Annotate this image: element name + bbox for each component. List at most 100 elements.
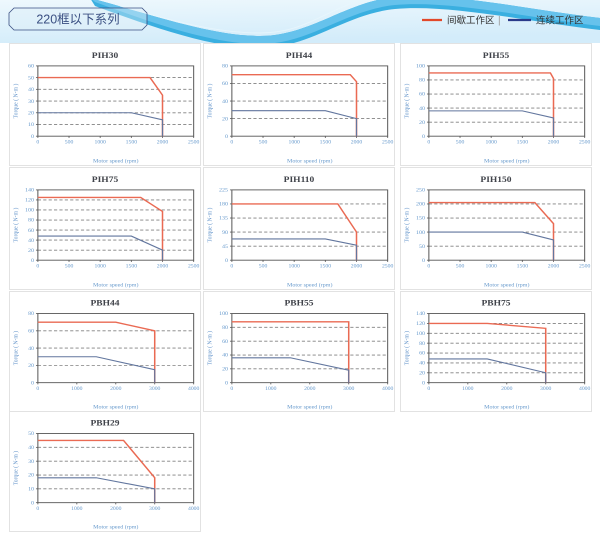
svg-text:|: | — [498, 16, 501, 27]
svg-text:PIH55: PIH55 — [483, 50, 510, 60]
svg-text:20: 20 — [419, 120, 425, 126]
svg-text:500: 500 — [65, 264, 74, 270]
svg-text:1500: 1500 — [126, 264, 138, 270]
svg-text:60: 60 — [419, 92, 425, 98]
svg-text:Motor speed (rpm): Motor speed (rpm) — [93, 158, 139, 165]
svg-text:80: 80 — [222, 64, 228, 70]
svg-text:120: 120 — [25, 198, 34, 204]
svg-text:Torque ( N-m ): Torque ( N-m ) — [206, 84, 213, 119]
svg-text:0: 0 — [230, 386, 233, 392]
svg-text:2000: 2000 — [548, 140, 560, 146]
svg-text:80: 80 — [419, 78, 425, 84]
svg-text:0: 0 — [427, 264, 430, 270]
svg-text:PBH29: PBH29 — [91, 418, 121, 427]
svg-text:1000: 1000 — [288, 264, 300, 270]
svg-text:3000: 3000 — [540, 386, 552, 392]
svg-text:2500: 2500 — [382, 264, 394, 270]
svg-text:Torque ( N-m ): Torque ( N-m ) — [12, 451, 19, 485]
svg-text:0: 0 — [422, 134, 425, 140]
svg-text:100: 100 — [416, 64, 425, 70]
svg-text:2000: 2000 — [110, 506, 122, 512]
svg-text:500: 500 — [259, 264, 268, 270]
svg-text:Motor speed (rpm): Motor speed (rpm) — [287, 158, 333, 165]
svg-text:2000: 2000 — [157, 264, 169, 270]
svg-text:220框以下系列: 220框以下系列 — [36, 13, 119, 27]
svg-text:150: 150 — [416, 216, 425, 222]
svg-text:PIH30: PIH30 — [92, 50, 119, 60]
svg-text:0: 0 — [31, 258, 34, 264]
svg-text:60: 60 — [222, 81, 228, 87]
svg-text:Torque ( N-m ): Torque ( N-m ) — [206, 208, 213, 243]
svg-text:40: 40 — [28, 238, 34, 244]
svg-text:20: 20 — [222, 117, 228, 123]
svg-text:PIH110: PIH110 — [284, 174, 315, 184]
svg-text:0: 0 — [31, 501, 34, 507]
svg-text:Motor speed (rpm): Motor speed (rpm) — [93, 404, 138, 411]
svg-text:60: 60 — [222, 339, 228, 345]
svg-text:Torque ( N-m ): Torque ( N-m ) — [12, 208, 19, 243]
svg-text:2000: 2000 — [351, 264, 363, 270]
svg-text:2000: 2000 — [157, 140, 169, 146]
svg-text:PIH75: PIH75 — [92, 174, 119, 184]
svg-text:PBH44: PBH44 — [91, 298, 121, 307]
svg-text:50: 50 — [28, 76, 34, 82]
svg-text:Motor speed (rpm): Motor speed (rpm) — [93, 282, 139, 289]
svg-text:1500: 1500 — [126, 140, 138, 146]
svg-text:Torque ( N-m ): Torque ( N-m ) — [12, 331, 19, 365]
svg-text:0: 0 — [36, 386, 39, 392]
svg-text:2000: 2000 — [351, 140, 363, 146]
svg-text:1500: 1500 — [517, 140, 529, 146]
svg-text:40: 40 — [222, 353, 228, 359]
svg-text:1500: 1500 — [320, 264, 332, 270]
svg-text:0: 0 — [225, 134, 228, 140]
svg-text:1000: 1000 — [265, 386, 277, 392]
svg-text:120: 120 — [416, 321, 425, 327]
svg-text:Motor speed (rpm): Motor speed (rpm) — [484, 282, 530, 289]
svg-text:50: 50 — [419, 244, 425, 250]
svg-text:40: 40 — [222, 99, 228, 105]
svg-text:20: 20 — [28, 248, 34, 254]
svg-text:Motor speed (rpm): Motor speed (rpm) — [287, 282, 333, 289]
svg-text:2000: 2000 — [548, 264, 560, 270]
svg-text:1000: 1000 — [288, 140, 300, 146]
svg-text:80: 80 — [28, 311, 34, 317]
svg-text:500: 500 — [456, 140, 465, 146]
svg-text:2500: 2500 — [382, 140, 394, 146]
svg-text:3000: 3000 — [149, 386, 161, 392]
svg-text:60: 60 — [419, 351, 425, 357]
svg-text:1500: 1500 — [517, 264, 529, 270]
svg-text:60: 60 — [28, 64, 34, 70]
svg-text:4000: 4000 — [188, 386, 200, 392]
svg-text:2000: 2000 — [501, 386, 513, 392]
svg-text:40: 40 — [419, 361, 425, 367]
svg-text:80: 80 — [28, 218, 34, 224]
svg-text:10: 10 — [28, 487, 34, 493]
svg-text:PIH44: PIH44 — [286, 50, 313, 60]
svg-text:0: 0 — [230, 140, 233, 146]
svg-text:1000: 1000 — [462, 386, 474, 392]
svg-text:250: 250 — [416, 188, 425, 194]
svg-text:100: 100 — [219, 311, 228, 317]
svg-text:80: 80 — [222, 325, 228, 331]
svg-text:90: 90 — [222, 230, 228, 236]
svg-text:PBH75: PBH75 — [482, 298, 512, 307]
svg-text:0: 0 — [36, 506, 39, 512]
svg-text:1000: 1000 — [485, 264, 497, 270]
svg-text:30: 30 — [28, 459, 34, 465]
svg-text:2000: 2000 — [110, 386, 122, 392]
svg-text:PIH150: PIH150 — [480, 174, 512, 184]
svg-text:1000: 1000 — [71, 506, 83, 512]
svg-text:50: 50 — [28, 431, 34, 437]
svg-text:40: 40 — [419, 106, 425, 112]
svg-text:0: 0 — [31, 134, 34, 140]
svg-text:0: 0 — [225, 381, 228, 387]
svg-text:Torque ( N-m ): Torque ( N-m ) — [206, 331, 213, 365]
svg-text:Motor speed (rpm): Motor speed (rpm) — [484, 404, 529, 411]
svg-text:100: 100 — [416, 331, 425, 337]
svg-text:80: 80 — [419, 341, 425, 347]
svg-text:1500: 1500 — [320, 140, 332, 146]
svg-text:1000: 1000 — [94, 264, 106, 270]
svg-text:PBH55: PBH55 — [285, 298, 315, 307]
svg-text:3000: 3000 — [343, 386, 355, 392]
svg-text:间歇工作区: 间歇工作区 — [447, 15, 495, 27]
